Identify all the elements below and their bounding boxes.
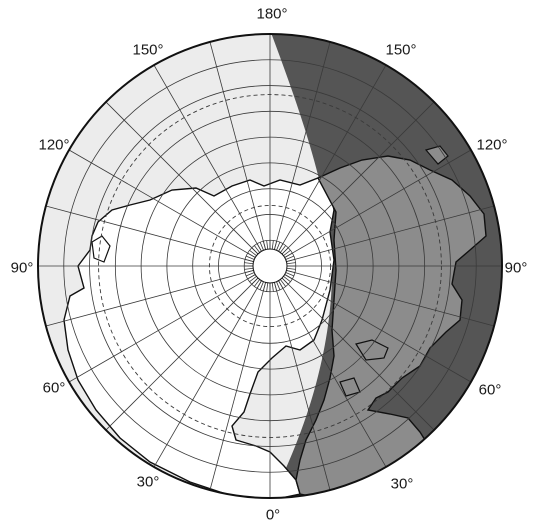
meridian-75 bbox=[286, 205, 495, 262]
longitude-label-60-west: 60° bbox=[42, 379, 66, 397]
polar-hatch-line bbox=[247, 252, 256, 258]
dashed-parallel-66.5 bbox=[208, 204, 332, 328]
longitude-label-90-east: 90° bbox=[504, 259, 528, 277]
polar-hatch-line bbox=[276, 281, 281, 290]
polar-hatch-line bbox=[283, 276, 291, 283]
polar-hatch-line bbox=[274, 240, 278, 250]
polar-hatch-line bbox=[256, 280, 262, 289]
polar-hatch-line bbox=[266, 282, 269, 292]
polar-hatch-line bbox=[286, 267, 296, 270]
island-feature bbox=[424, 145, 449, 165]
polar-hatch-line bbox=[249, 276, 257, 283]
polar-hatch-line bbox=[259, 281, 264, 290]
polar-hatch-line bbox=[284, 252, 293, 258]
longitude-label-150-west: 150° bbox=[132, 41, 164, 59]
meridian-165 bbox=[274, 282, 331, 491]
polar-hatch-line bbox=[283, 249, 291, 256]
meridian-315 bbox=[105, 101, 259, 255]
longitude-label-90-west: 90° bbox=[10, 259, 34, 277]
polar-hatch-line bbox=[284, 274, 293, 280]
polar-hatch-line bbox=[285, 272, 294, 277]
polar-hatch-line bbox=[285, 255, 294, 260]
polar-hatch-line bbox=[266, 240, 269, 250]
longitude-label-0: 0° bbox=[265, 506, 281, 524]
polar-hatch-line bbox=[262, 240, 266, 250]
island-feature bbox=[91, 235, 111, 263]
longitude-label-120-east: 120° bbox=[476, 136, 508, 154]
meridian-225 bbox=[105, 277, 259, 431]
meridian-120 bbox=[284, 274, 472, 383]
polar-hatch-line bbox=[246, 255, 255, 260]
map-rim bbox=[37, 33, 503, 499]
polar-hatch-line bbox=[247, 274, 256, 280]
north-pole-cap bbox=[252, 248, 288, 284]
meridian-150 bbox=[278, 280, 387, 468]
meridian-210 bbox=[153, 280, 262, 468]
polar-hatch-line bbox=[278, 280, 284, 289]
polar-hatch-line bbox=[280, 279, 287, 287]
polar-hatch-line bbox=[286, 262, 296, 265]
longitude-label-120-west: 120° bbox=[38, 136, 70, 154]
polar-hatch-line bbox=[271, 240, 274, 250]
polar-hatch-line bbox=[286, 270, 296, 274]
polar-hatch-line bbox=[244, 270, 254, 274]
longitude-label-60-east: 60° bbox=[478, 381, 502, 399]
meridian-15 bbox=[274, 41, 331, 250]
longitude-label-150-east: 150° bbox=[385, 41, 417, 59]
polar-hatch-line bbox=[286, 258, 296, 262]
polar-hatch-line bbox=[244, 267, 254, 270]
polar-hatch-line bbox=[280, 245, 287, 253]
graticule-day bbox=[38, 34, 502, 498]
polar-hatch-line bbox=[251, 277, 259, 285]
graticule-tropic-arctic bbox=[98, 94, 442, 438]
meridian-255 bbox=[45, 270, 254, 327]
meridian-30 bbox=[278, 64, 387, 252]
island-feature bbox=[355, 339, 389, 361]
polar-hatch-line bbox=[249, 249, 257, 256]
polar-hatch-line bbox=[256, 243, 262, 252]
longitude-label-30-east: 30° bbox=[390, 475, 414, 493]
meridian-285 bbox=[45, 205, 254, 262]
polar-hatch-line bbox=[253, 245, 260, 253]
polar-hatch-line bbox=[274, 282, 278, 292]
polar-hatch-line bbox=[278, 243, 284, 252]
meridian-45 bbox=[281, 101, 435, 255]
polar-hatch-line bbox=[281, 247, 289, 255]
meridian-195 bbox=[209, 282, 266, 491]
polar-hatch-line bbox=[276, 242, 281, 251]
polar-hatch-line bbox=[251, 247, 259, 255]
meridian-345 bbox=[209, 41, 266, 250]
meridian-135 bbox=[281, 277, 435, 431]
polar-hatch-line bbox=[281, 277, 289, 285]
longitude-label-30-west: 30° bbox=[136, 473, 160, 491]
meridian-300 bbox=[68, 149, 256, 258]
meridian-240 bbox=[68, 274, 256, 383]
polar-hatch-line bbox=[244, 262, 254, 265]
polar-hatch-line bbox=[262, 282, 266, 292]
meridian-330 bbox=[153, 64, 262, 252]
dashed-parallel-23.5 bbox=[98, 94, 442, 438]
meridian-105 bbox=[286, 270, 495, 327]
polar-hatch-line bbox=[259, 242, 264, 251]
polar-hatch-line bbox=[253, 279, 260, 287]
polar-hatch-line bbox=[246, 272, 255, 277]
longitude-label-180: 180° bbox=[256, 5, 288, 23]
meridian-60 bbox=[284, 149, 472, 258]
polar-hatch-line bbox=[271, 282, 274, 292]
polar-hatch-line bbox=[244, 258, 254, 262]
